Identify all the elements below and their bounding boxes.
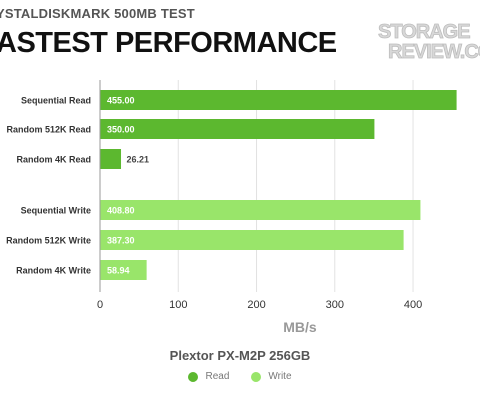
bar-sequential-read	[100, 90, 457, 110]
x-tick-label: 100	[169, 299, 187, 311]
bar-value-label: 58.94	[107, 266, 130, 276]
legend: Read Write	[0, 371, 480, 382]
chart-title: ASTEST PERFORMANCE	[0, 27, 337, 59]
bar-chart: 455.00 350.00 26.21 408.80 387.30 58.94 Seque…	[6, 80, 457, 335]
logo-text-bottom: REVIEW.CO	[388, 41, 480, 63]
category-labels: Sequential Read Random 512K Read Random 4K…	[6, 96, 91, 276]
bar-value-label: 408.80	[107, 206, 135, 216]
x-axis-ticks: 0 100 200 300 400	[97, 299, 422, 311]
chart-subtitle: YSTALDISKMARK 500MB TEST	[0, 6, 195, 21]
bar-value-label: 455.00	[107, 96, 135, 106]
bar-random-512k-read	[100, 119, 375, 139]
bar-value-label: 26.21	[127, 155, 150, 165]
storagereview-logo: STORAGE REVIEW.CO	[378, 21, 480, 64]
category-label: Random 4K Write	[16, 266, 91, 276]
logo-text-top: STORAGE	[378, 21, 470, 43]
gridlines	[99, 80, 414, 292]
x-tick-label: 300	[326, 299, 344, 311]
legend-label-write: Write	[268, 371, 292, 382]
bar-value-labels: 455.00 350.00 26.21 408.80 387.30 58.94	[107, 96, 149, 276]
bar-value-label: 387.30	[107, 236, 135, 246]
bar-sequential-write	[100, 200, 421, 220]
bar-random-4k-read	[100, 149, 122, 169]
x-tick-label: 0	[97, 299, 103, 311]
bar-random-4k-write	[100, 260, 147, 280]
bars	[100, 90, 457, 280]
category-label: Random 4K Read	[16, 155, 91, 165]
legend-title: Plextor PX-M2P 256GB	[169, 348, 311, 363]
x-tick-label: 400	[404, 299, 422, 311]
x-axis-title: MB/s	[283, 319, 317, 335]
x-tick-label: 200	[247, 299, 265, 311]
bar-value-label: 350.00	[107, 125, 135, 135]
legend-swatch-write	[251, 371, 262, 382]
legend-item-read: Read	[188, 371, 229, 382]
category-label: Sequential Read	[21, 96, 91, 106]
bar-random-512k-write	[100, 230, 404, 250]
legend-label-read: Read	[205, 371, 230, 382]
category-label: Random 512K Read	[6, 125, 91, 135]
category-label: Sequential Write	[21, 206, 91, 216]
legend-item-write: Write	[251, 371, 292, 382]
category-label: Random 512K Write	[6, 236, 91, 246]
legend-swatch-read	[188, 371, 199, 382]
